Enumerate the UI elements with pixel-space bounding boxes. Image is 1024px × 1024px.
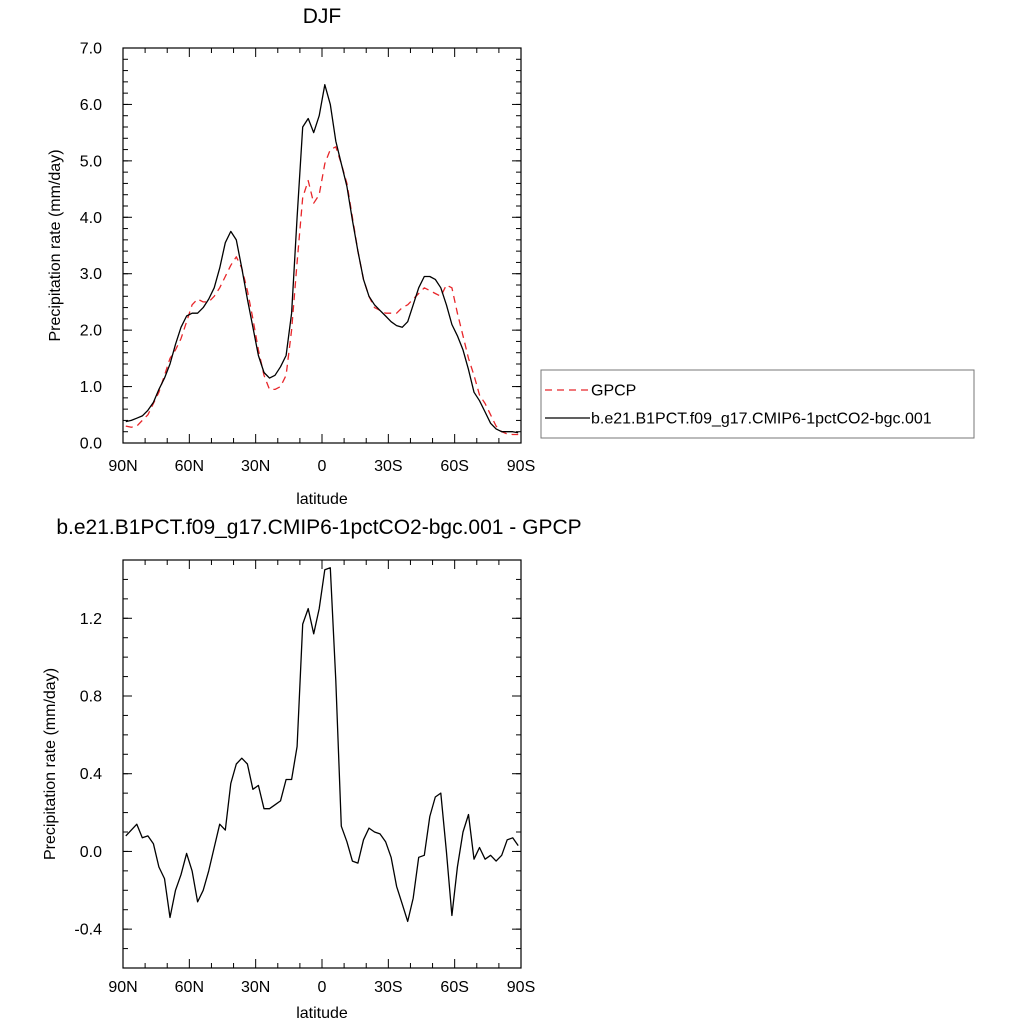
- y-tick-label: 3.0: [80, 266, 102, 283]
- x-axis-label: latitude: [296, 1005, 348, 1022]
- x-axis-label: latitude: [296, 491, 348, 508]
- y-tick-label: 0.4: [80, 766, 102, 783]
- x-tick-label: 30N: [241, 979, 270, 996]
- x-tick-label: 90N: [108, 458, 137, 475]
- y-tick-label: 7.0: [80, 41, 102, 58]
- y-tick-label: 1.2: [80, 611, 102, 628]
- series-line-1: [125, 146, 519, 436]
- chart-panel-1: DJF 90N 60N 30N 0 30S 60S 90S 0.0 1.0 2.0 3.0 4.0 5.0…: [47, 5, 975, 508]
- y-tick-label: 5.0: [80, 153, 102, 170]
- x-tick-label: 90S: [507, 458, 535, 475]
- x-tick-label: 90N: [108, 979, 137, 996]
- y-tick-label: 4.0: [80, 210, 102, 227]
- legend-box: [540, 369, 975, 439]
- y-tick-label: 6.0: [80, 97, 102, 114]
- x-tick-label: 90S: [507, 979, 535, 996]
- series-line-2: [125, 84, 519, 434]
- x-tick-label: 0: [318, 979, 327, 996]
- x-tick-label: 30S: [374, 458, 402, 475]
- y-axis-label: Precipitation rate (mm/day): [47, 149, 64, 341]
- x-tick-label: 30N: [241, 458, 270, 475]
- plot-frame: [122, 559, 522, 969]
- legend: GPCP b.e21.B1PCT.f09_g17.CMIP6-1pctCO2-bg…: [540, 369, 975, 439]
- chart-title: b.e21.B1PCT.f09_g17.CMIP6-1pctCO2-bgc.00…: [56, 516, 581, 539]
- legend-entry-2: b.e21.B1PCT.f09_g17.CMIP6-1pctCO2-bgc.00…: [591, 411, 932, 428]
- y-tick-label: 1.0: [80, 379, 102, 396]
- x-tick-label: 60N: [175, 979, 204, 996]
- x-tick-label: 60N: [175, 458, 204, 475]
- y-tick-label: 0.0: [80, 436, 102, 453]
- plot-frame: [122, 47, 522, 444]
- y-tick-label: 0.8: [80, 689, 102, 706]
- y-tick-label: 2.0: [80, 323, 102, 340]
- y-tick-label: -0.4: [74, 922, 102, 939]
- y-tick-label: 0.0: [80, 844, 102, 861]
- x-tick-label: 60S: [440, 458, 468, 475]
- chart-panel-2: b.e21.B1PCT.f09_g17.CMIP6-1pctCO2-bgc.00…: [42, 516, 582, 1022]
- x-tick-label: 0: [318, 458, 327, 475]
- series-line-1: [125, 567, 519, 923]
- chart-title: DJF: [303, 5, 342, 28]
- y-axis-label: Precipitation rate (mm/day): [42, 668, 59, 860]
- legend-entry-1: GPCP: [591, 383, 636, 400]
- x-tick-label: 60S: [440, 979, 468, 996]
- x-tick-label: 30S: [374, 979, 402, 996]
